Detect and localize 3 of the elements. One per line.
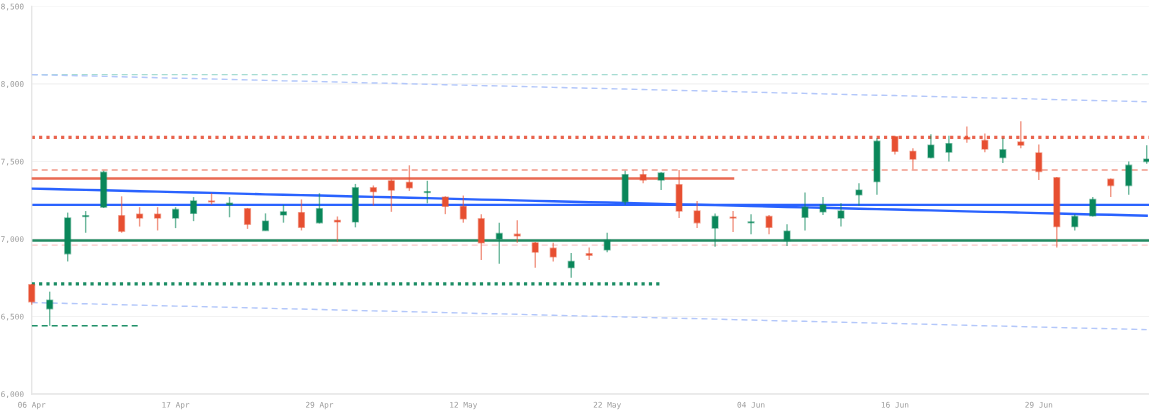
- line-series: [31, 301, 1148, 331]
- line-series: [31, 73, 1148, 103]
- candlestick: [963, 125, 971, 144]
